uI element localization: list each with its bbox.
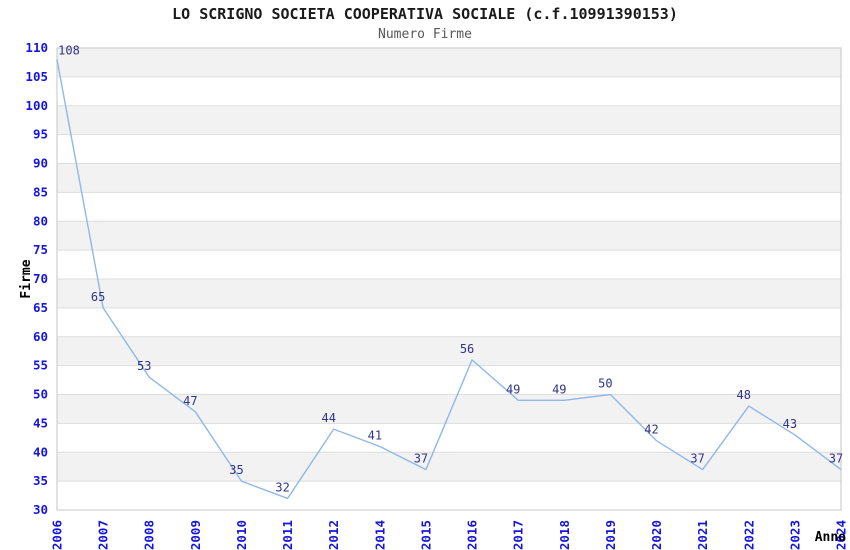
y-tick-label: 105: [25, 69, 48, 84]
x-tick-label: 2012: [326, 520, 341, 550]
data-point-label: 32: [275, 480, 289, 494]
y-tick-label: 50: [33, 387, 48, 402]
x-tick-label: 2010: [234, 520, 249, 550]
data-point-label: 37: [690, 452, 704, 466]
plot-band: [57, 365, 841, 395]
plot-band: [57, 105, 841, 135]
plot-band: [57, 394, 841, 424]
chart-title: LO SCRIGNO SOCIETA COOPERATIVA SOCIALE (…: [172, 5, 678, 23]
y-tick-label: 80: [33, 213, 48, 228]
y-tick-label: 55: [33, 358, 48, 373]
x-tick-label: 2023: [787, 520, 802, 550]
data-point-label: 37: [414, 452, 428, 466]
x-tick-label: 2021: [695, 520, 710, 550]
x-tick-label: 2007: [96, 520, 111, 550]
y-tick-label: 35: [33, 473, 48, 488]
x-tick-label: 2020: [649, 520, 664, 550]
y-tick-label: 60: [33, 329, 48, 344]
y-tick-label: 30: [33, 502, 48, 517]
y-tick-label: 85: [33, 184, 48, 199]
x-axis-title: Anno: [815, 530, 846, 545]
data-point-label: 50: [598, 377, 612, 391]
data-point-label: 42: [644, 423, 658, 437]
x-tick-label: 2019: [603, 520, 618, 550]
plot-border: [56, 47, 842, 511]
plot-band: [57, 192, 841, 222]
plot-band: [57, 163, 841, 193]
data-point-label: 41: [368, 428, 382, 442]
x-tick-label: 2022: [741, 520, 756, 550]
y-axis-title: Firme: [19, 259, 34, 298]
plot-band: [57, 423, 841, 453]
x-tick-label: 2024: [834, 520, 849, 550]
plot-band: [57, 134, 841, 164]
x-tick-label: 2006: [50, 520, 65, 550]
y-tick-label: 70: [33, 271, 48, 286]
x-tick-label: 2014: [372, 520, 387, 550]
data-point-label: 53: [137, 359, 151, 373]
plot-band: [57, 221, 841, 251]
plot-band: [57, 307, 841, 337]
plot-band: [57, 336, 841, 366]
data-point-label: 43: [783, 417, 797, 431]
data-point-label: 65: [91, 290, 105, 304]
data-point-label: 47: [183, 394, 197, 408]
data-point-label: 48: [737, 388, 751, 402]
x-tick-label: 2016: [465, 520, 480, 550]
y-tick-label: 45: [33, 415, 48, 430]
data-point-label: 44: [321, 411, 335, 425]
x-tick-label: 2009: [188, 520, 203, 550]
data-point-label: 56: [460, 342, 474, 356]
plot-band: [57, 452, 841, 482]
x-tick-label: 2008: [142, 520, 157, 550]
y-tick-label: 100: [25, 98, 48, 113]
x-tick-label: 2018: [557, 520, 572, 550]
y-tick-label: 95: [33, 127, 48, 142]
y-tick-label: 90: [33, 156, 48, 171]
plot-band: [57, 48, 841, 77]
data-point-label: 108: [58, 44, 80, 58]
data-point-label: 35: [229, 463, 243, 477]
y-tick-label: 40: [33, 444, 48, 459]
data-point-label: 49: [506, 382, 520, 396]
plot-band: [57, 76, 841, 106]
plot-band: [57, 279, 841, 308]
plot-band: [57, 481, 841, 510]
y-tick-label: 65: [33, 300, 48, 315]
x-tick-label: 2015: [418, 520, 433, 550]
chart-subtitle: Numero Firme: [378, 27, 472, 42]
data-point-label: 37: [829, 452, 843, 466]
y-tick-label: 110: [25, 40, 48, 55]
series-line: [56, 59, 842, 500]
x-tick-label: 2017: [511, 520, 526, 550]
data-point-label: 49: [552, 382, 566, 396]
x-tick-label: 2011: [280, 520, 295, 550]
plot-band: [57, 250, 841, 279]
y-tick-label: 75: [33, 242, 48, 257]
